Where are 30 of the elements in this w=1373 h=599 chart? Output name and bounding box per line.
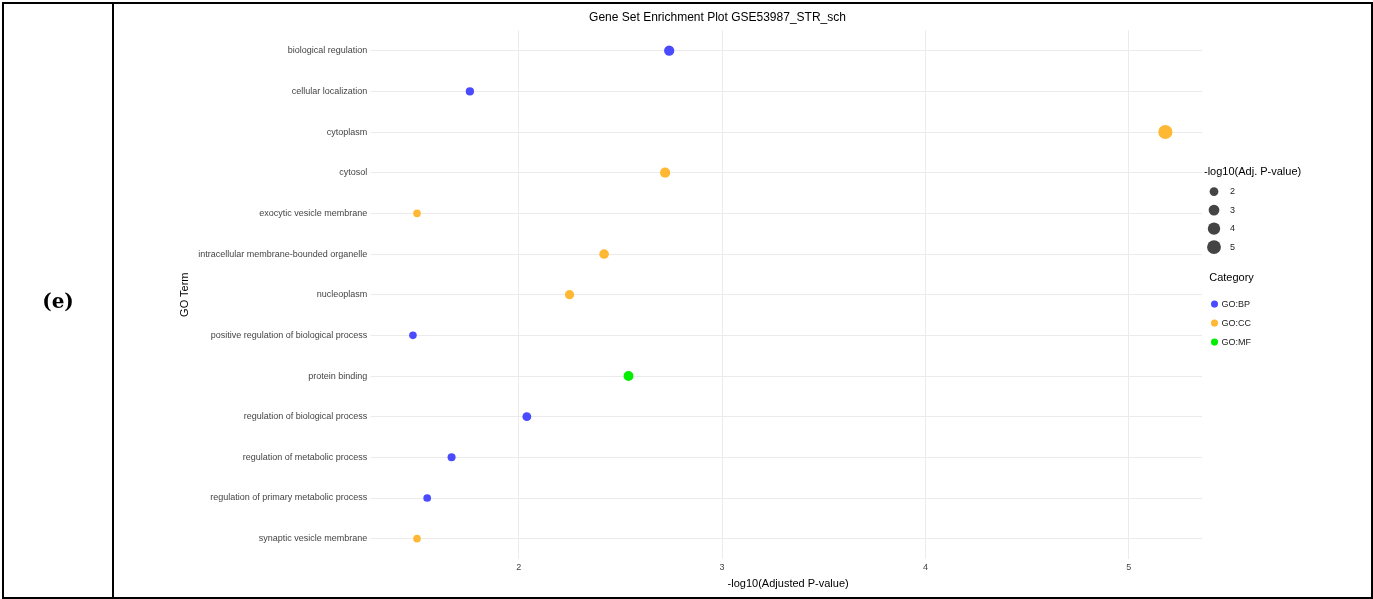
- x-tick-label: 3: [719, 561, 725, 572]
- legend-label: GO:MF: [1221, 336, 1252, 347]
- x-axis-title: -log10(Adjusted P-value): [727, 577, 849, 590]
- y-tick-label: intracellular membrane-bounded organelle: [198, 248, 368, 259]
- y-tick-label: nucleoplasm: [316, 289, 368, 300]
- legend-label: GO:CC: [1221, 317, 1252, 328]
- y-tick-label: exocytic vesicle membrane: [259, 207, 368, 218]
- y-tick-label: regulation of primary metabolic process: [210, 492, 368, 503]
- x-tick-label: 5: [1126, 561, 1132, 572]
- chart-title: Gene Set Enrichment Plot GSE53987_STR_sch: [589, 9, 846, 24]
- y-tick-label: regulation of biological process: [243, 411, 368, 422]
- y-tick-label: cytoplasm: [326, 126, 368, 137]
- y-tick-label: protein binding: [308, 370, 368, 381]
- y-tick-label: positive regulation of biological process: [210, 329, 368, 340]
- legend-label: 2: [1230, 186, 1236, 197]
- x-tick-label: 4: [922, 561, 928, 572]
- legend-label: 3: [1230, 204, 1236, 215]
- x-tick-label: 2: [516, 561, 522, 572]
- text: (e): [4, 4, 114, 597]
- y-tick-label: cellular localization: [291, 85, 368, 96]
- y-tick-label: cytosol: [339, 167, 368, 178]
- text: -log10(Adj. P-value): [1204, 164, 1302, 177]
- legend-title: Category: [1209, 270, 1255, 283]
- legend-label: 4: [1230, 223, 1236, 234]
- y-tick-label: synaptic vesicle membrane: [258, 533, 368, 544]
- y-axis-title: GO Term: [177, 272, 190, 317]
- y-tick-label: biological regulation: [287, 45, 368, 56]
- y-tick-label: regulation of metabolic process: [242, 451, 368, 462]
- legend-label: GO:BP: [1221, 298, 1251, 309]
- legend-label: 5: [1230, 241, 1236, 252]
